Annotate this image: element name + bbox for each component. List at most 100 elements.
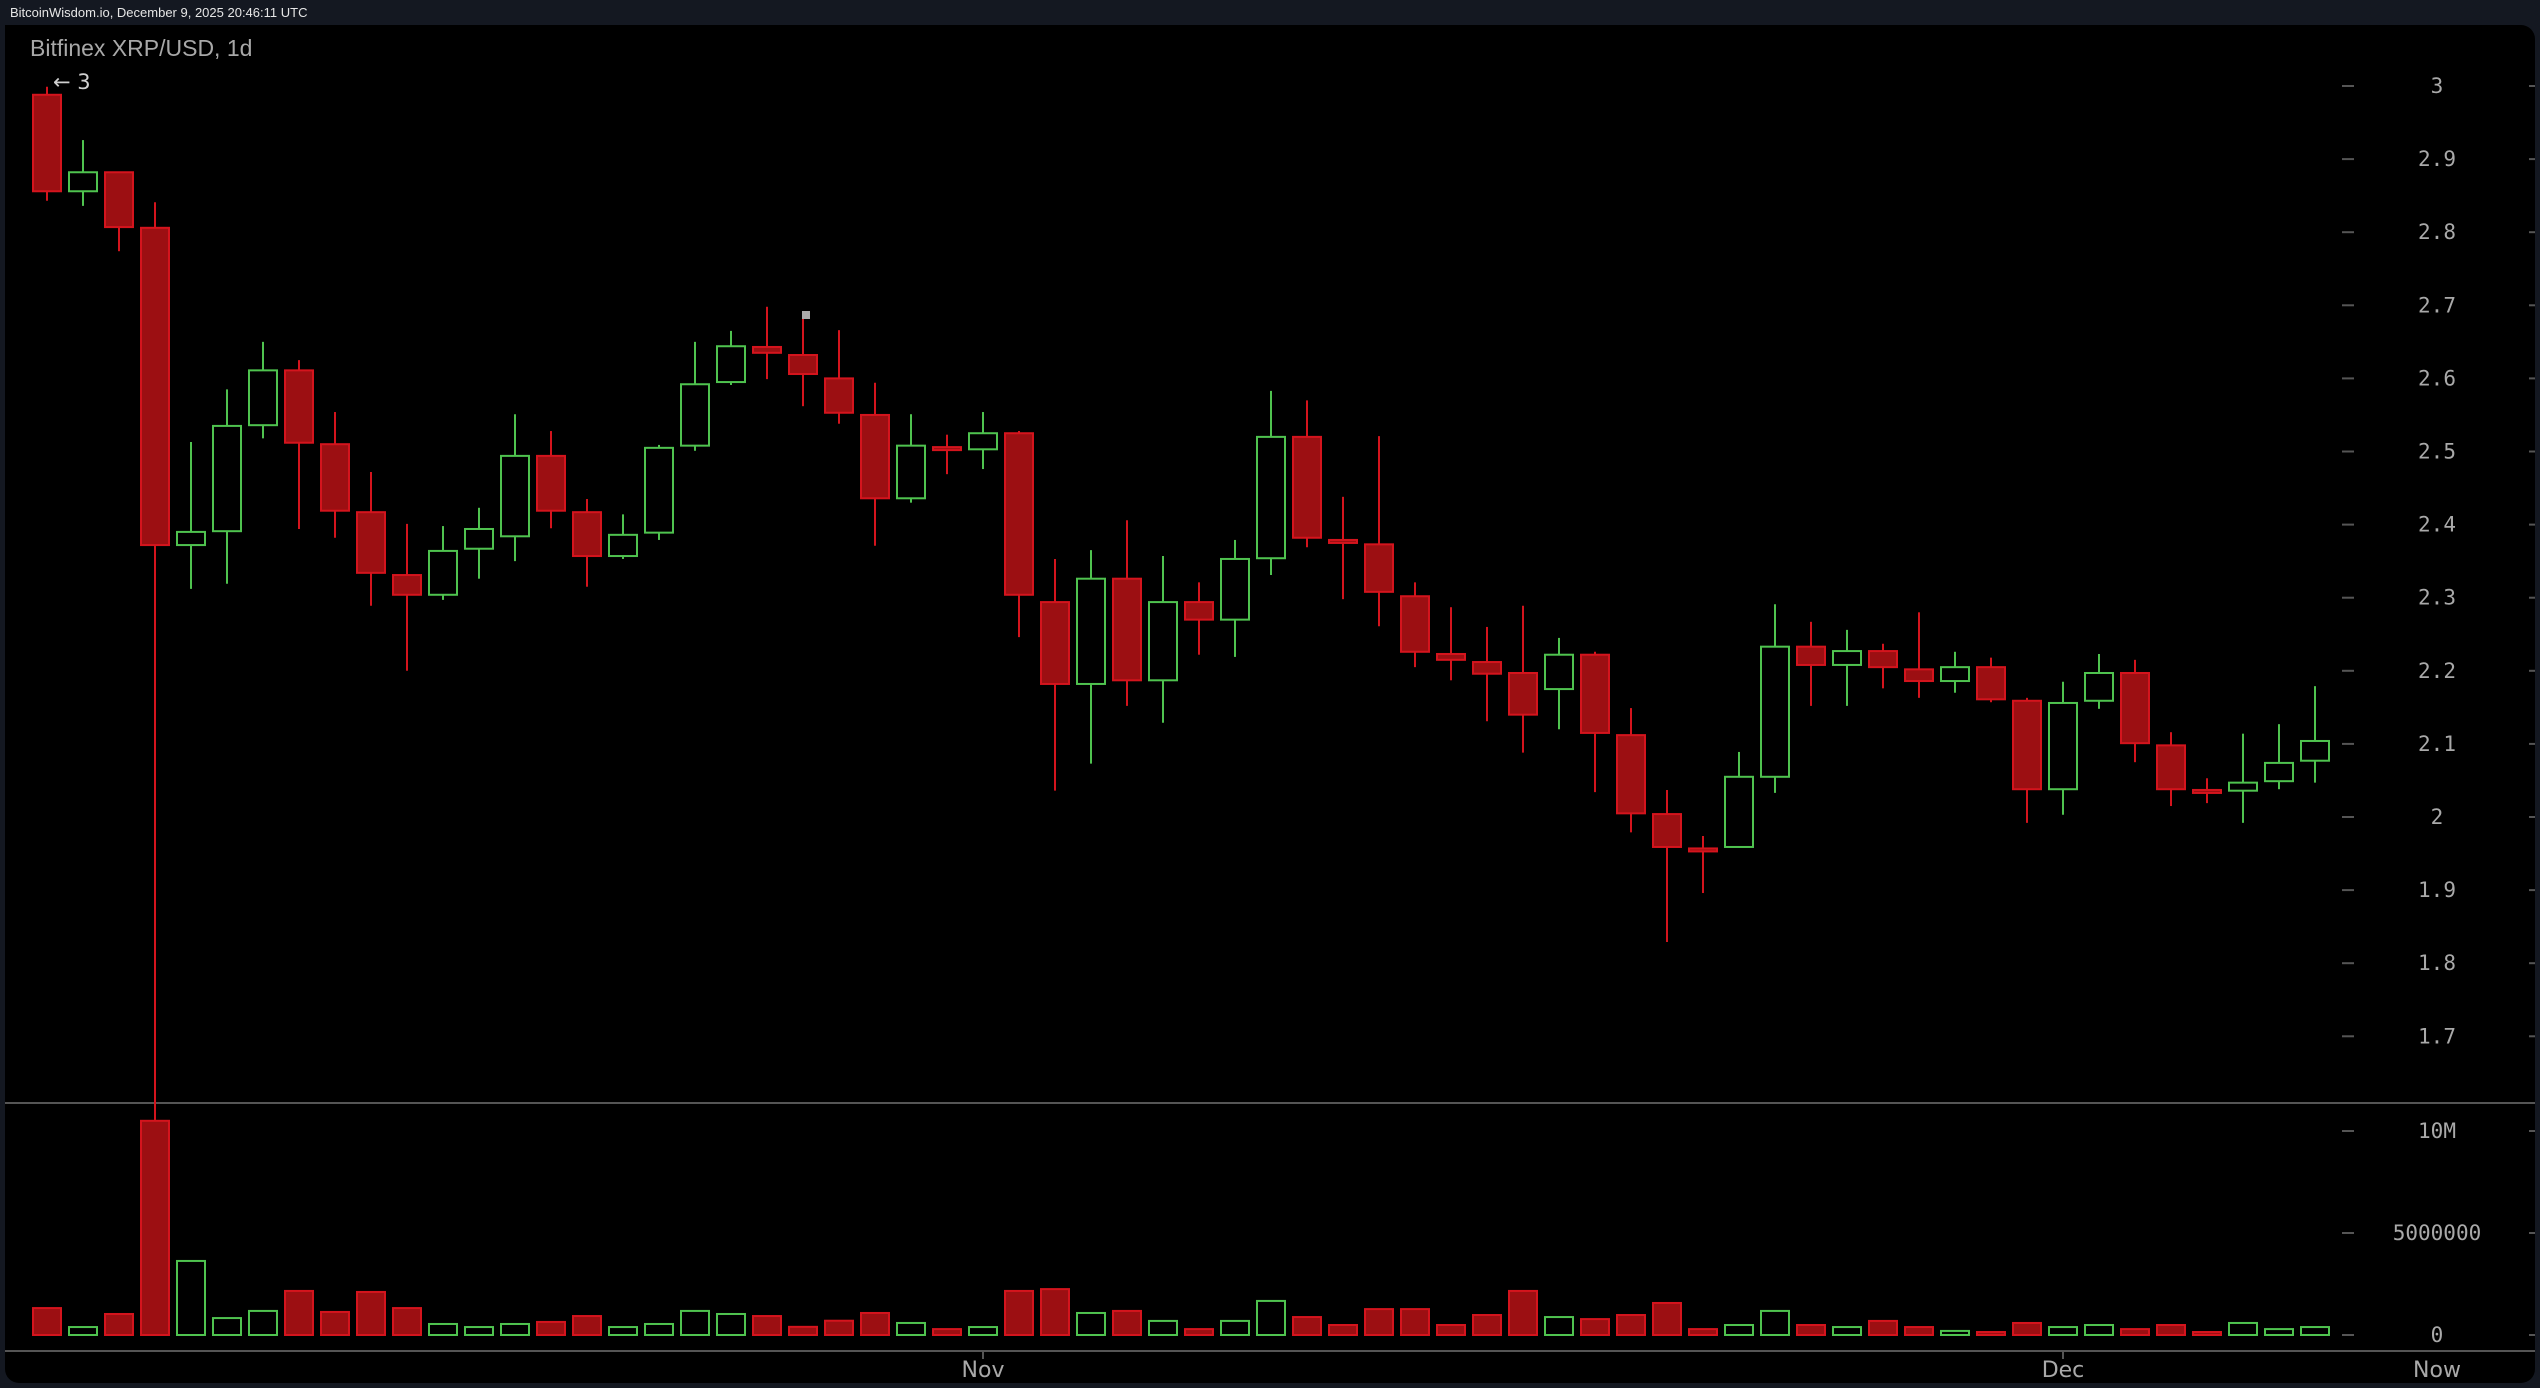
candle-body — [1292, 435, 1322, 539]
candle-body — [536, 454, 566, 512]
candle-body — [644, 446, 674, 534]
candle — [716, 330, 746, 385]
price-axis: 3 2.9 2.8 2.7 2.6 2.5 2.4 2.3 2.2 2.1 2 1.9 1.8 1.7 — [2342, 74, 2535, 1048]
max-price-marker — [802, 311, 810, 319]
volume-bar — [1004, 1289, 1034, 1337]
candle — [1292, 400, 1322, 548]
candle — [32, 86, 62, 201]
candle-body — [2120, 671, 2150, 745]
volume-bar — [572, 1315, 602, 1336]
candle — [2300, 686, 2330, 783]
candle — [2048, 681, 2078, 815]
candle-body — [1472, 661, 1502, 675]
candle — [1256, 390, 1286, 576]
candle — [1400, 582, 1430, 668]
price-tick-label: 2.4 — [2418, 513, 2456, 537]
candle — [1220, 539, 1250, 657]
candle-body — [1796, 645, 1826, 666]
volume-bar — [140, 1119, 170, 1337]
candle-body — [248, 369, 278, 427]
volume-bar — [2228, 1321, 2258, 1336]
candles — [32, 86, 2330, 1146]
candle — [176, 441, 206, 589]
candle-body — [1184, 601, 1214, 621]
volume-tick-label: 10M — [2418, 1119, 2456, 1143]
volume-tick-label: 0 — [2431, 1323, 2444, 1347]
candle — [320, 412, 350, 538]
source-timestamp: BitcoinWisdom.io, December 9, 2025 20:46… — [10, 5, 308, 20]
candlestick-chart[interactable]: 3 2.9 2.8 2.7 2.6 2.5 2.4 2.3 2.2 2.1 2 1.9 1.8 1.7 1… — [5, 25, 2535, 1383]
volume-bar — [1220, 1319, 1250, 1336]
price-tick-label: 2.1 — [2418, 732, 2456, 756]
volume-bar — [1940, 1329, 1970, 1337]
candle — [1076, 550, 1106, 764]
volume-bar — [2300, 1326, 2330, 1336]
volume-bar — [1076, 1311, 1106, 1337]
candle — [2012, 697, 2042, 823]
volume-bar — [824, 1319, 854, 1336]
candle-body — [1040, 601, 1070, 685]
candle — [788, 311, 818, 407]
candle-body — [2012, 699, 2042, 791]
candle — [1940, 651, 1970, 693]
candle-body — [1544, 653, 1574, 691]
candle-body — [1652, 813, 1682, 848]
candle-body — [464, 527, 494, 550]
volume-bars — [32, 1119, 2330, 1337]
candle-body — [1256, 435, 1286, 560]
price-tick-label: 2.6 — [2418, 366, 2456, 390]
volume-bar — [1652, 1301, 1682, 1337]
candle-body — [608, 533, 638, 558]
price-tick-label: 2.7 — [2418, 293, 2456, 317]
candle-body — [680, 383, 710, 447]
candle-body — [1832, 650, 1862, 666]
candle — [500, 414, 530, 562]
volume-bar — [1976, 1331, 2006, 1336]
candle-body — [1760, 645, 1790, 778]
price-tick-label: 1.8 — [2418, 951, 2456, 975]
volume-bar — [1436, 1324, 1466, 1337]
volume-bar — [2012, 1321, 2042, 1336]
candle — [2084, 653, 2114, 709]
candle — [1760, 604, 1790, 793]
candle-body — [968, 432, 998, 451]
candle-body — [2264, 761, 2294, 783]
candle-body — [2048, 701, 2078, 791]
top-bar: BitcoinWisdom.io, December 9, 2025 20:46… — [0, 0, 2540, 25]
time-axis: Nov Dec Now — [962, 1351, 2461, 1383]
volume-bar — [500, 1322, 530, 1337]
chart-panel[interactable]: 3 2.9 2.8 2.7 2.6 2.5 2.4 2.3 2.2 2.1 2 1.9 1.8 1.7 1… — [5, 25, 2535, 1383]
volume-bar — [860, 1311, 890, 1337]
volume-bar — [392, 1307, 422, 1337]
candle-body — [1580, 653, 1610, 734]
volume-bar — [1760, 1309, 1790, 1336]
volume-bar — [1832, 1326, 1862, 1336]
volume-bar — [1364, 1308, 1394, 1337]
candle-body — [1112, 577, 1142, 682]
candle — [1004, 431, 1034, 638]
volume-bar — [1796, 1324, 1826, 1337]
candle — [1148, 556, 1178, 723]
candle — [1436, 607, 1466, 681]
price-tick-label: 2.9 — [2418, 147, 2456, 171]
candle-body — [1868, 650, 1898, 669]
volume-bar — [968, 1326, 998, 1336]
volume-bar — [536, 1320, 566, 1336]
candle-body — [2300, 739, 2330, 762]
volume-bar — [1184, 1328, 1214, 1336]
price-tick-label: 3 — [2431, 74, 2444, 98]
volume-bar — [1688, 1328, 1718, 1336]
price-tick-label: 1.7 — [2418, 1024, 2456, 1048]
candle-body — [932, 446, 962, 452]
candle-body — [68, 171, 98, 193]
candle-body — [32, 93, 62, 193]
candle — [1976, 657, 2006, 703]
candle — [1364, 436, 1394, 627]
candle-body — [428, 549, 458, 596]
candle — [824, 330, 854, 424]
candle — [1832, 629, 1862, 706]
price-tick-label: 2.2 — [2418, 659, 2456, 683]
candle-body — [896, 444, 926, 500]
volume-bar — [2084, 1324, 2114, 1337]
candle — [1040, 558, 1070, 791]
